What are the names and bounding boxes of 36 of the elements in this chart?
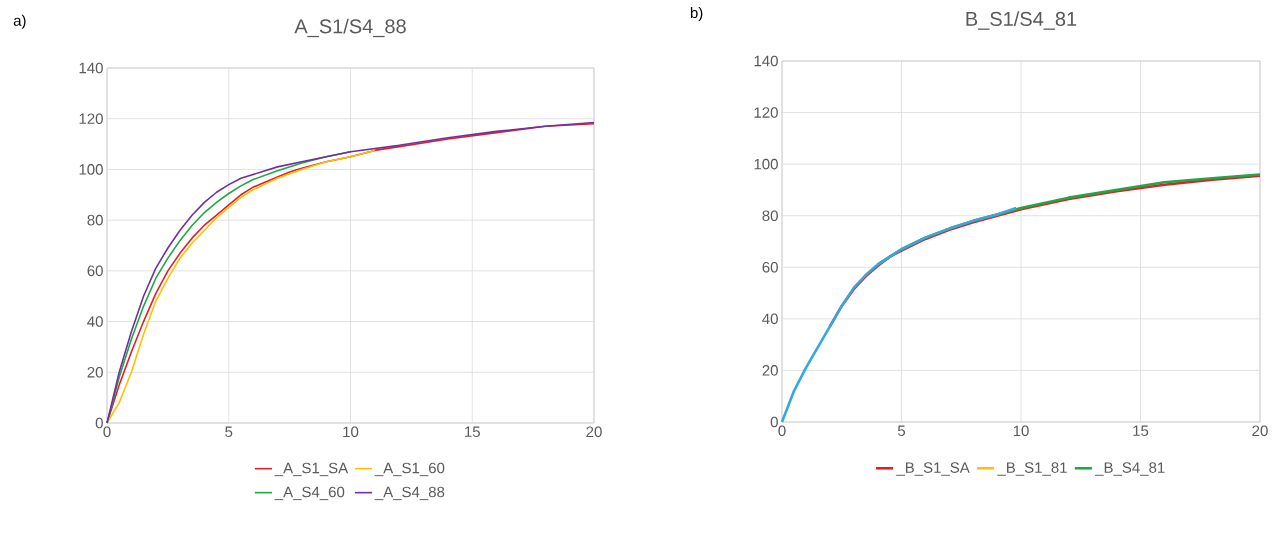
x-tick-label: 20: [586, 426, 602, 438]
y-tick-label: 120: [754, 107, 778, 118]
x-tick-label: 20: [1252, 425, 1268, 437]
x-tick-label: 5: [225, 426, 233, 437]
legend-label: _A_S4_88: [374, 486, 445, 501]
y-tick-label: 100: [79, 164, 103, 175]
x-tick-label: 10: [1013, 425, 1029, 437]
y-tick-label: 140: [79, 62, 103, 74]
y-tick-label: 120: [79, 113, 103, 125]
y-tick-label: 80: [87, 214, 103, 226]
legend-label: _B_S1_SA: [896, 462, 970, 476]
y-tick-label: 60: [762, 261, 778, 273]
x-tick-label: 10: [343, 426, 359, 438]
y-tick-label: 80: [762, 210, 778, 222]
y-tick-label: 40: [762, 313, 778, 325]
legend-label: _A_S1_60: [374, 462, 445, 477]
y-tick-label: 40: [87, 316, 103, 327]
legend-label: _A_S1_SA: [274, 462, 349, 477]
x-tick-label: 15: [1133, 425, 1149, 436]
x-tick-label: 0: [103, 426, 111, 438]
legend-label: _B_S1_81: [997, 462, 1067, 476]
x-tick-label: 5: [897, 425, 906, 436]
x-tick-label: 0: [778, 425, 786, 437]
chart-title: B_S1/S4_81: [966, 11, 1077, 30]
x-tick-label: 15: [465, 426, 480, 437]
legend-label: _B_S4_81: [1094, 462, 1165, 476]
y-tick-label: 20: [762, 365, 778, 376]
text: b): [690, 7, 703, 22]
y-tick-label: 0: [770, 416, 778, 428]
y-tick-label: 140: [754, 55, 778, 67]
text: a): [13, 14, 26, 29]
y-tick-label: 20: [87, 366, 103, 378]
chart-title: A_S1/S4_88: [294, 18, 406, 38]
y-tick-label: 60: [87, 265, 103, 277]
y-tick-label: 100: [754, 158, 778, 170]
legend-label: _A_S4_60: [274, 486, 345, 501]
